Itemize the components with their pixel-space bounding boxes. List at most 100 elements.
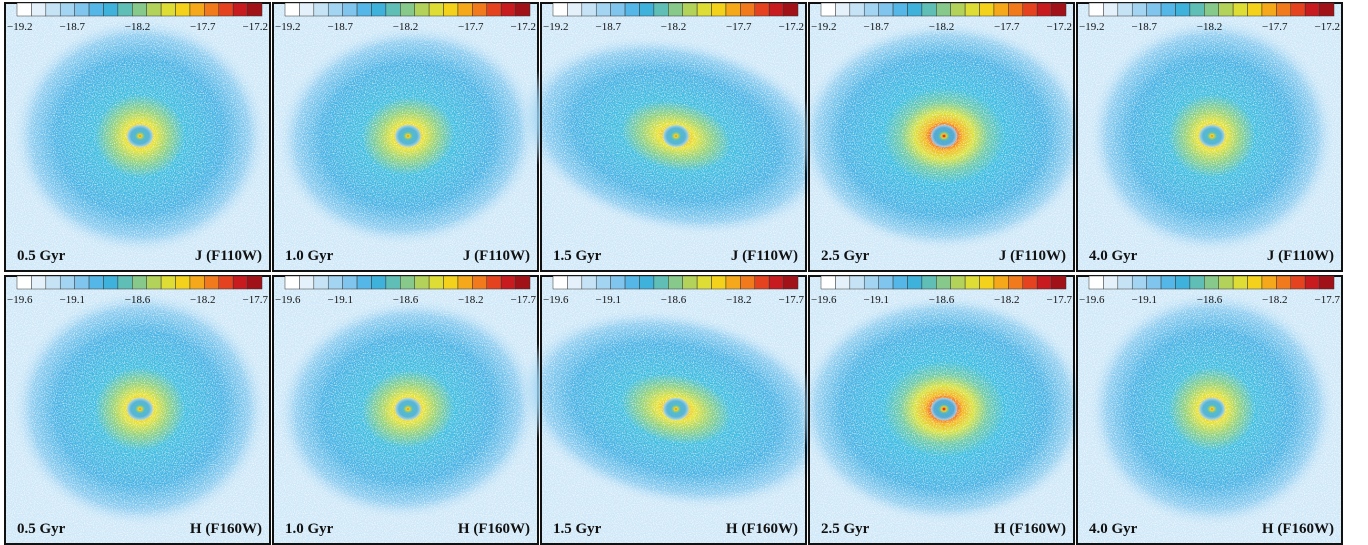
colorbar-cell: [285, 3, 299, 16]
colorbar-cell: [233, 3, 247, 16]
colorbar-cell: [755, 276, 769, 289]
colorbar-cell: [755, 3, 769, 16]
colorbar-cell: [596, 3, 610, 16]
colorbar-tick-label: −18.6: [661, 294, 687, 306]
core: [1198, 397, 1226, 421]
core: [126, 397, 154, 421]
core: [1198, 124, 1226, 148]
colorbar-cell: [1089, 3, 1103, 16]
colorbar-cell: [429, 3, 443, 16]
colorbar-cell: [103, 3, 117, 16]
colorbar-cell: [501, 276, 515, 289]
colorbar-cell: [1132, 276, 1146, 289]
age-label: 1.0 Gyr: [285, 248, 334, 264]
colorbar-cell: [314, 276, 328, 289]
colorbar-tick-label: −17.7: [190, 21, 216, 33]
colorbar-cell: [879, 3, 893, 16]
colorbar-tick-label: −18.2: [929, 21, 954, 33]
colorbar-cell: [161, 276, 175, 289]
colorbar-cell: [994, 276, 1008, 289]
colorbar-cell: [357, 276, 371, 289]
colorbar-cell: [75, 3, 89, 16]
colorbar-cell: [343, 3, 357, 16]
colorbar-cell: [1052, 276, 1066, 289]
colorbar-cell: [487, 3, 501, 16]
band-label: H (F160W): [190, 521, 262, 537]
colorbar-tick-label: −19.1: [60, 294, 85, 306]
core: [930, 124, 958, 148]
colorbar-cell: [907, 3, 921, 16]
colorbar-cell: [343, 276, 357, 289]
colorbar-cell: [176, 276, 190, 289]
figure: −19.2−18.7−18.2−17.7−17.20.5 GyrJ (F110W…: [0, 0, 1368, 545]
band-label: J (F110W): [463, 248, 530, 264]
colorbar-cell: [299, 276, 313, 289]
colorbar-cell: [980, 3, 994, 16]
colorbar-cell: [611, 3, 625, 16]
colorbar-tick-label: −19.6: [275, 294, 301, 306]
colorbar-tick-label: −18.2: [393, 21, 418, 33]
colorbar-cell: [31, 276, 45, 289]
colorbar-cell: [1008, 3, 1022, 16]
colorbar-cell: [17, 276, 31, 289]
colorbar-cell: [1052, 3, 1066, 16]
colorbar-cell: [371, 3, 385, 16]
colorbar-cell: [458, 276, 472, 289]
colorbar-cell: [1023, 276, 1037, 289]
band-label: H (F160W): [458, 521, 530, 537]
colorbar-cell: [821, 3, 835, 16]
colorbar-cell: [248, 3, 262, 16]
colorbar-cell: [1103, 276, 1117, 289]
colorbar-cell: [639, 276, 653, 289]
colorbar-cell: [190, 276, 204, 289]
colorbar-cell: [386, 276, 400, 289]
colorbar-cell: [980, 276, 994, 289]
colorbar-cell: [103, 276, 117, 289]
colorbar-cell: [893, 276, 907, 289]
colorbar-tick-label: −17.7: [1047, 294, 1073, 306]
colorbar-cell: [769, 276, 783, 289]
colorbar-cell: [697, 276, 711, 289]
colorbar-cell: [328, 3, 342, 16]
colorbar-cell: [553, 276, 567, 289]
colorbar-tick-label: −18.2: [190, 294, 215, 306]
age-label: 1.0 Gyr: [285, 521, 334, 537]
colorbar-cell: [204, 3, 218, 16]
colorbar-tick-label: −18.7: [596, 21, 622, 33]
colorbar-cell: [835, 3, 849, 16]
age-label: 2.5 Gyr: [821, 521, 870, 537]
colorbar-cell: [726, 3, 740, 16]
colorbar-cell: [1262, 276, 1276, 289]
colorbar-cell: [582, 3, 596, 16]
colorbar-tick-label: −17.7: [458, 21, 484, 33]
band-label: H (F160W): [994, 521, 1066, 537]
colorbar-tick-label: −18.2: [661, 21, 686, 33]
colorbar-tick-label: −18.2: [458, 294, 483, 306]
colorbar-tick-label: −18.2: [726, 294, 751, 306]
colorbar-cell: [415, 3, 429, 16]
colorbar-cell: [1037, 3, 1051, 16]
colorbar-cell: [1291, 276, 1305, 289]
colorbar-tick-label: −18.6: [125, 294, 151, 306]
colorbar-cell: [893, 3, 907, 16]
band-label: J (F110W): [731, 248, 798, 264]
colorbar-cell: [487, 276, 501, 289]
band-label: H (F160W): [726, 521, 798, 537]
colorbar-tick-label: −19.1: [864, 294, 889, 306]
core: [126, 124, 154, 148]
colorbar-tick-label: −19.6: [1079, 294, 1105, 306]
colorbar-cell: [299, 3, 313, 16]
colorbar-cell: [712, 276, 726, 289]
colorbar-cell: [668, 3, 682, 16]
colorbar-tick-label: −18.2: [994, 294, 1019, 306]
colorbar-cell: [1161, 276, 1175, 289]
colorbar-cell: [567, 3, 581, 16]
colorbar-cell: [784, 276, 798, 289]
colorbar-cell: [936, 3, 950, 16]
colorbar-cell: [89, 3, 103, 16]
colorbar-tick-label: −19.6: [811, 294, 837, 306]
colorbar-cell: [553, 3, 567, 16]
